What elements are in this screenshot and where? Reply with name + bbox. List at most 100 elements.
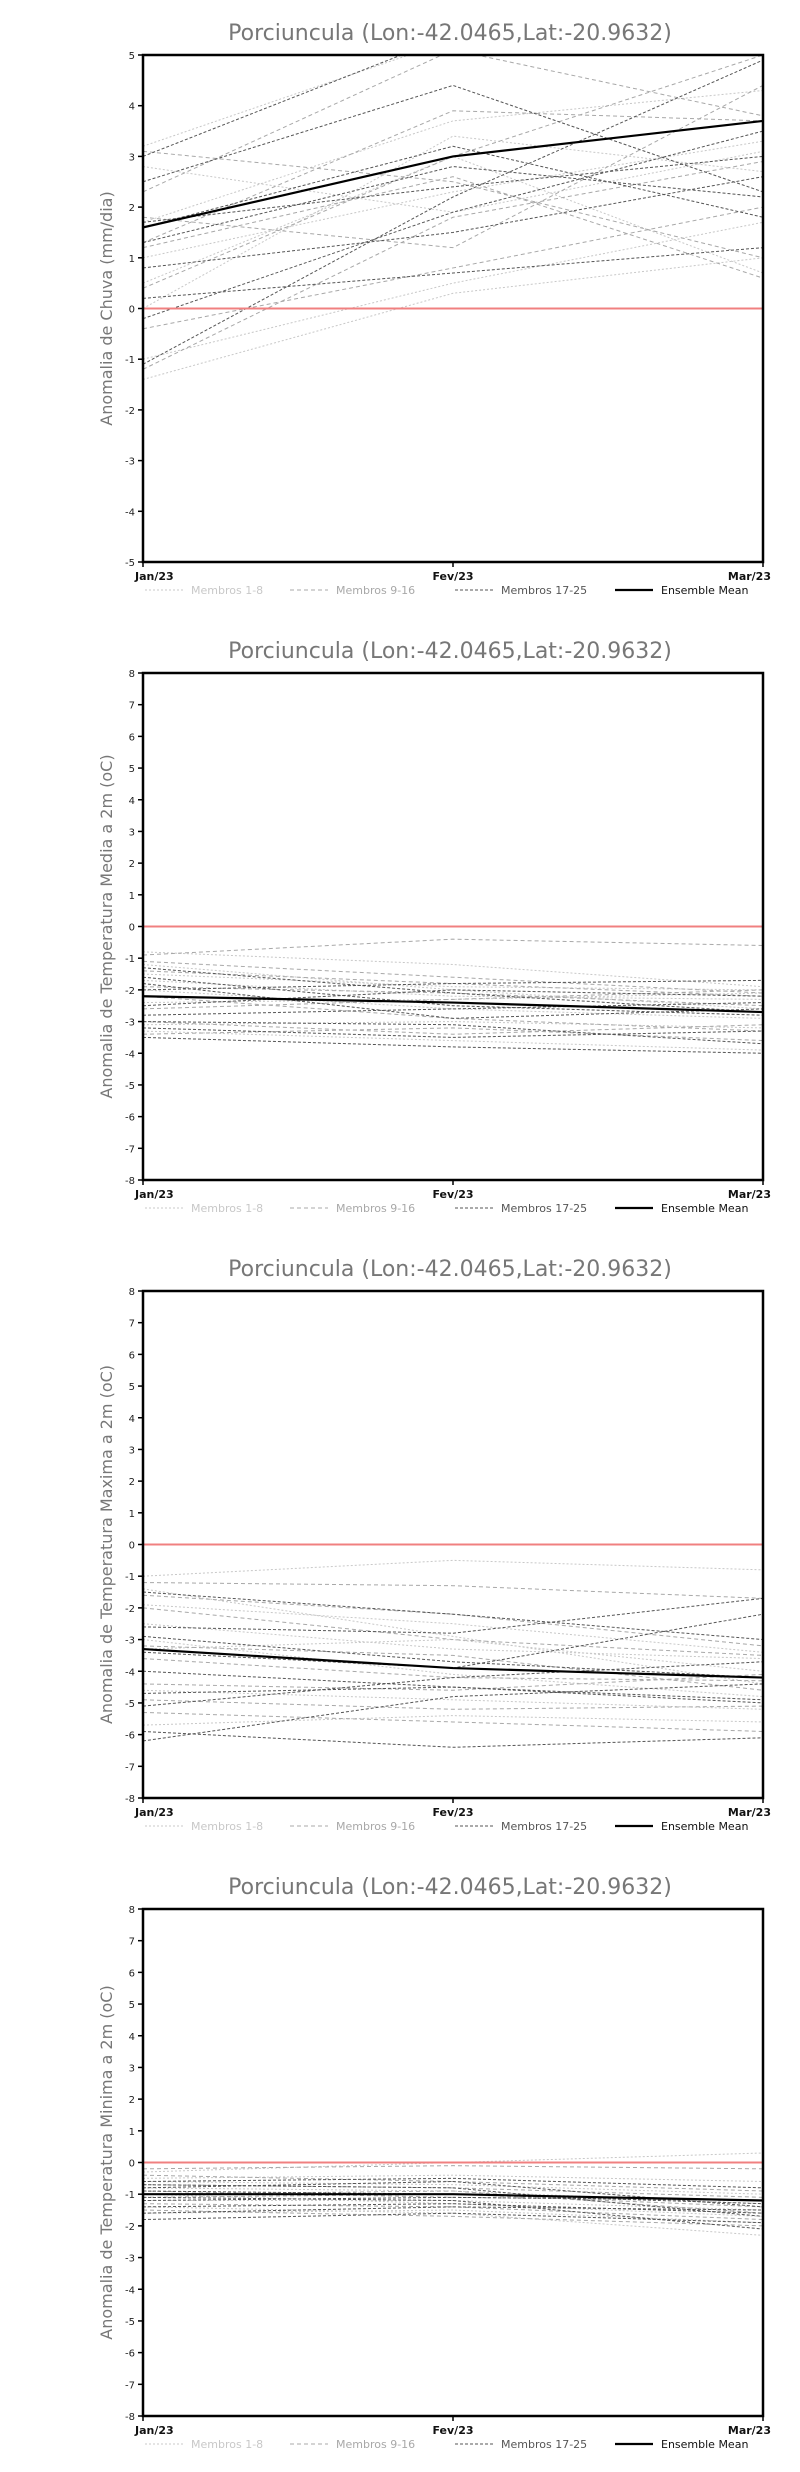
y-tick-label: 8 <box>129 1905 135 1916</box>
y-tick-label: 2 <box>129 859 135 870</box>
y-tick-label: 2 <box>129 1477 135 1488</box>
member-series-line <box>143 2190 763 2214</box>
y-tick-label: 3 <box>129 2063 135 2074</box>
chart-title: Porciuncula (Lon:-42.0465,Lat:-20.9632) <box>228 21 672 46</box>
y-tick-label: -5 <box>125 2317 135 2328</box>
member-series-line <box>143 2177 763 2189</box>
y-tick-label: 4 <box>129 102 135 113</box>
legend-entry: Membros 1-8 <box>191 1820 263 1833</box>
member-series-line <box>143 2193 763 2217</box>
y-tick-label: 3 <box>129 827 135 838</box>
x-tick-label: Fev/23 <box>432 570 473 583</box>
y-tick-label: 7 <box>129 1937 135 1948</box>
y-tick-label: 5 <box>129 764 135 775</box>
member-series-line <box>143 1027 763 1038</box>
member-series-line <box>143 1030 763 1051</box>
member-series-line <box>143 1645 763 1691</box>
member-series-line <box>143 1607 763 1656</box>
member-series-line <box>143 2209 763 2227</box>
chart-title: Porciuncula (Lon:-42.0465,Lat:-20.9632) <box>228 1257 672 1282</box>
ensemble-mean-line <box>143 995 763 1014</box>
legend-entry: Membros 1-8 <box>191 1202 263 1215</box>
member-series-line <box>143 2206 763 2214</box>
legend-entry: Ensemble Mean <box>661 1820 748 1833</box>
y-tick-label: -2 <box>125 1604 135 1615</box>
member-series-line <box>143 1597 763 1634</box>
member-series-line <box>143 967 763 1013</box>
member-series-line <box>143 55 763 193</box>
y-tick-label: 1 <box>129 254 135 265</box>
member-series-line <box>143 1683 763 1742</box>
y-tick-label: 3 <box>129 152 135 163</box>
x-tick-label: Mar/23 <box>728 1806 771 1819</box>
member-series-line <box>143 110 763 244</box>
y-axis-label: Anomalia de Temperatura Media a 2m (oC) <box>97 754 116 1098</box>
y-tick-label: -7 <box>125 2380 135 2391</box>
member-series-line <box>143 1002 763 1016</box>
legend-entry: Ensemble Mean <box>661 2438 748 2451</box>
member-series-line <box>143 2212 763 2224</box>
member-series-line <box>143 1689 763 1710</box>
member-series-line <box>143 1036 763 1054</box>
legend-entry: Membros 1-8 <box>191 584 263 597</box>
member-series-line <box>143 2203 763 2214</box>
x-tick-label: Fev/23 <box>432 1806 473 1819</box>
member-series-line <box>143 1582 763 1599</box>
member-series-line <box>143 1711 763 1732</box>
x-tick-label: Jan/23 <box>134 1806 174 1819</box>
y-tick-label: 6 <box>129 1350 135 1361</box>
member-series-line <box>143 1613 763 1669</box>
member-series-line <box>143 989 763 1019</box>
y-tick-label: -3 <box>125 2254 135 2265</box>
y-tick-label: -6 <box>125 1113 135 1124</box>
y-tick-label: 7 <box>129 701 135 712</box>
y-tick-label: -5 <box>125 1699 135 1710</box>
member-series-line <box>143 1021 763 1035</box>
member-series-line <box>143 938 763 956</box>
member-series-line <box>143 166 763 244</box>
y-tick-label: -6 <box>125 1731 135 1742</box>
member-series-line <box>143 176 763 279</box>
y-axis-label: Anomalia de Temperatura Maxima a 2m (oC) <box>97 1365 116 1724</box>
chart-title: Porciuncula (Lon:-42.0465,Lat:-20.9632) <box>228 1875 672 1900</box>
chart-panel: Porciuncula (Lon:-42.0465,Lat:-20.9632) A… <box>97 21 771 597</box>
y-tick-label: -8 <box>125 1794 135 1805</box>
member-series-line <box>143 130 763 320</box>
y-tick-label: -4 <box>125 507 135 518</box>
y-tick-label: 1 <box>129 2127 135 2138</box>
y-tick-label: 5 <box>129 51 135 62</box>
member-series-line <box>143 176 763 269</box>
member-series-line <box>143 257 763 380</box>
member-series-line <box>143 951 763 988</box>
legend-entry: Membros 17-25 <box>501 584 587 597</box>
y-tick-label: 6 <box>129 732 135 743</box>
y-tick-label: 8 <box>129 669 135 680</box>
member-series-line <box>143 2165 763 2170</box>
y-tick-label: -4 <box>125 2285 135 2296</box>
y-tick-label: -2 <box>125 2222 135 2233</box>
legend-entry: Membros 9-16 <box>336 2438 415 2451</box>
member-series-line <box>143 145 763 228</box>
legend-entry: Ensemble Mean <box>661 1202 748 1215</box>
series-group <box>143 1559 763 1748</box>
x-tick-label: Jan/23 <box>134 2424 174 2437</box>
y-tick-label: 0 <box>129 1541 135 1552</box>
y-tick-label: -7 <box>125 1762 135 1773</box>
y-tick-label: 4 <box>129 796 135 807</box>
member-series-line <box>143 979 763 991</box>
y-tick-label: 2 <box>129 2095 135 2106</box>
member-series-line <box>143 1594 763 1647</box>
x-tick-label: Jan/23 <box>134 1188 174 1201</box>
member-series-line <box>143 1027 763 1042</box>
member-series-line <box>143 140 763 259</box>
member-series-line <box>143 2209 763 2224</box>
y-tick-label: 0 <box>129 2159 135 2170</box>
series-group <box>143 55 763 380</box>
y-tick-label: -7 <box>125 1144 135 1155</box>
y-tick-label: -2 <box>125 986 135 997</box>
ensemble-mean-line <box>143 119 763 229</box>
member-series-line <box>143 55 411 147</box>
y-tick-label: -8 <box>125 2412 135 2423</box>
y-tick-label: -3 <box>125 1636 135 1647</box>
legend-entry: Membros 17-25 <box>501 1820 587 1833</box>
